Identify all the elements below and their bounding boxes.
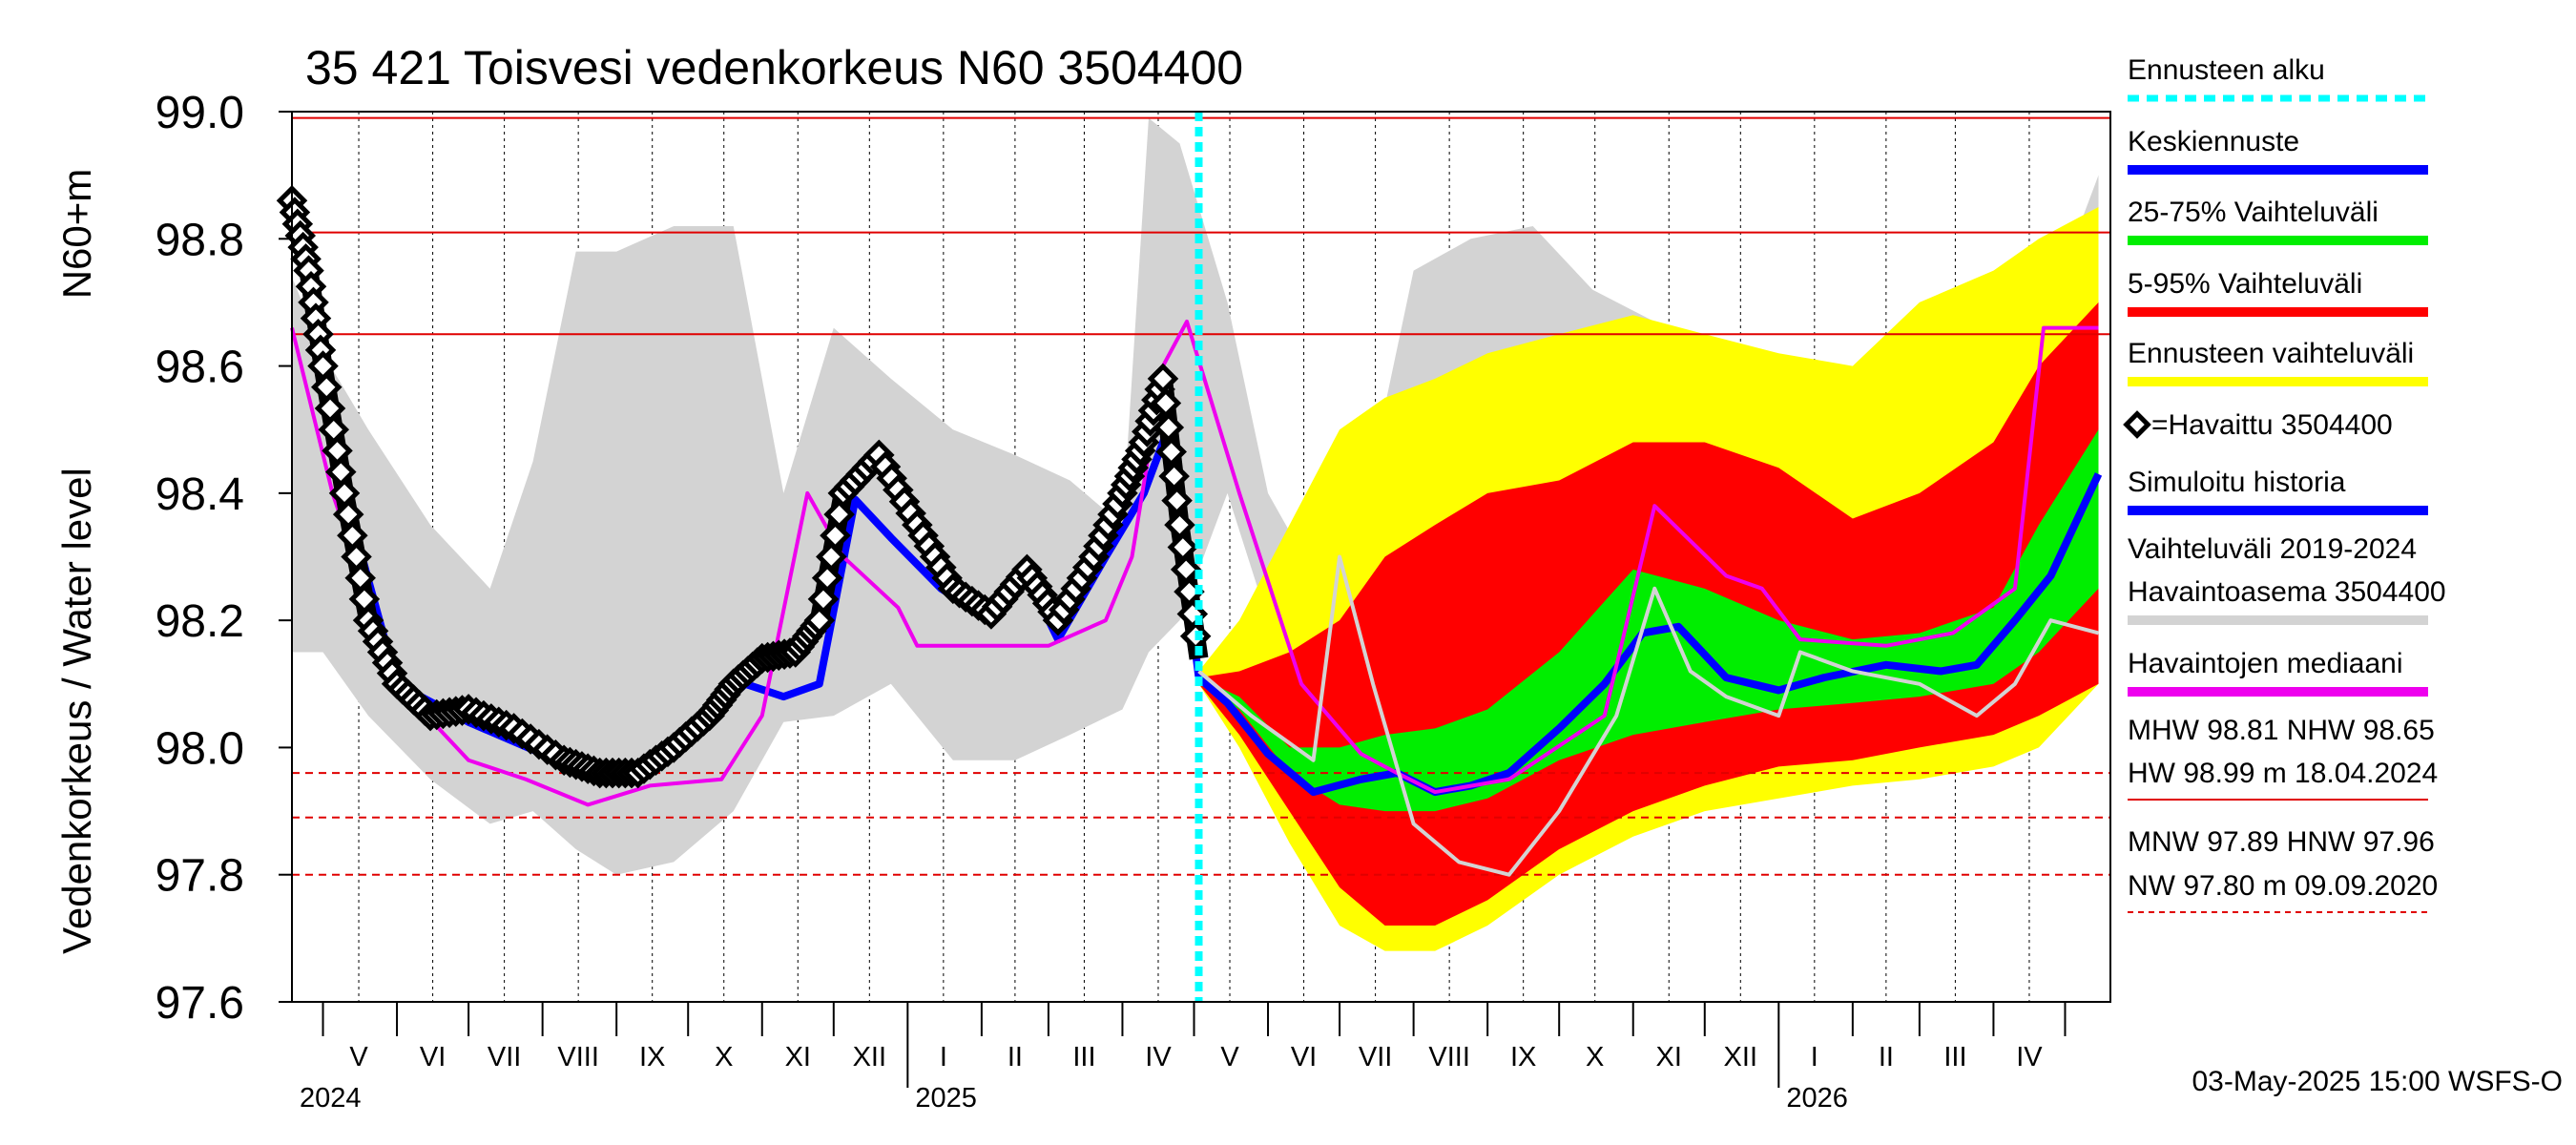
observed-point: [328, 477, 361, 510]
month-label: XII: [853, 1042, 886, 1072]
legend-label: =Havaittu 3504400: [2151, 409, 2393, 441]
legend-label: Havaintoasema 3504400: [2128, 576, 2446, 608]
year-label: 2025: [915, 1083, 977, 1114]
series-line-ensemble-member: [1197, 554, 2100, 877]
observed-point: [807, 583, 840, 615]
legend-label: 25-75% Vaihteluväli: [2128, 197, 2379, 228]
month-label: VIII: [1428, 1042, 1470, 1072]
month-label: XI: [785, 1042, 811, 1072]
month-label: IV: [2016, 1042, 2043, 1072]
month-label: IX: [639, 1042, 665, 1072]
legend-label: 5-95% Vaihteluväli: [2128, 268, 2362, 300]
observed-point: [1147, 363, 1179, 395]
legend-label: Simuloitu historia: [2128, 467, 2346, 498]
legend: Ennusteen alku Keskiennuste 25-75% Vaihtel…: [2123, 54, 2446, 913]
observed-point: [1158, 460, 1190, 492]
y-axis-label: Vedenkorkeus / Water level: [54, 468, 99, 954]
y-tick-label: 99.0: [156, 88, 244, 138]
year-label: 2024: [300, 1083, 362, 1114]
plot-area: [276, 112, 2110, 1002]
legend-label: Vaihteluväli 2019-2024: [2128, 533, 2417, 565]
footer-timestamp: 03-May-2025 15:00 WSFS-O: [2192, 1066, 2564, 1097]
observed-point: [1170, 553, 1202, 586]
observed-point: [816, 541, 847, 572]
observed-point: [823, 498, 855, 531]
month-label: V: [1220, 1042, 1239, 1072]
series-line-keskiennuste: [1195, 472, 2103, 797]
observed-point: [1150, 387, 1182, 419]
month-label: VIII: [557, 1042, 599, 1072]
observed-point: [1161, 485, 1193, 516]
y-tick-label: 98.2: [156, 596, 244, 647]
observed-point: [337, 520, 368, 552]
observed-point: [322, 435, 353, 467]
legend-label: Keskiennuste: [2128, 126, 2299, 157]
observed-point: [1155, 436, 1187, 468]
month-label: VII: [1359, 1042, 1392, 1072]
y-tick-label: 98.6: [156, 343, 244, 393]
observed-point: [311, 371, 343, 404]
observed-point: [314, 392, 346, 425]
axes: 99.098.898.698.498.298.097.897.6V VI VII VI…: [156, 88, 2111, 1114]
y-tick-label: 98.8: [156, 215, 244, 265]
month-label: XI: [1656, 1042, 1682, 1072]
month-label: IX: [1510, 1042, 1536, 1072]
observed-point: [803, 604, 836, 636]
month-label: II: [1008, 1042, 1023, 1072]
stats-label: MNW 97.89 HNW 97.96: [2128, 826, 2435, 858]
stats-label: MHW 98.81 NHW 98.65: [2128, 715, 2435, 746]
observed-point: [811, 562, 843, 593]
legend-marker-diamond: [2123, 410, 2151, 439]
legend-label: Ennusteen alku: [2128, 54, 2325, 86]
y-axis-unit: N60+m: [54, 169, 99, 300]
month-label: V: [349, 1042, 368, 1072]
observed-point: [325, 456, 357, 488]
month-label: IV: [1145, 1042, 1172, 1072]
y-tick-label: 98.4: [156, 469, 244, 520]
observed-point: [307, 350, 339, 382]
year-label: 2026: [1786, 1083, 1848, 1114]
stats-label: HW 98.99 m 18.04.2024: [2128, 758, 2438, 789]
legend-label: Havaintojen mediaani: [2128, 648, 2403, 679]
observed-point: [1153, 411, 1185, 444]
stats-label: NW 97.80 m 09.09.2020: [2128, 870, 2438, 902]
band-25-75-vaihteluv-li: [1198, 429, 2099, 812]
month-label: XII: [1724, 1042, 1757, 1072]
observed-point: [820, 520, 851, 552]
y-tick-label: 98.0: [156, 723, 244, 774]
observed-point: [1167, 531, 1199, 563]
observed-point: [344, 562, 376, 593]
chart-title: 35 421 Toisvesi vedenkorkeus N60 3504400: [305, 41, 1243, 94]
legend-label: Ennusteen vaihteluväli: [2128, 338, 2414, 369]
observed-point: [318, 413, 350, 446]
plot-frame: [291, 111, 2111, 1003]
observed-point: [341, 541, 372, 572]
month-label: X: [1586, 1042, 1604, 1072]
y-tick-label: 97.8: [156, 851, 244, 902]
month-label: I: [940, 1042, 947, 1072]
month-label: VI: [420, 1042, 446, 1072]
month-label: III: [1072, 1042, 1095, 1072]
observed-point: [348, 583, 381, 615]
month-label: X: [715, 1042, 733, 1072]
month-label: VII: [488, 1042, 521, 1072]
month-label: VI: [1291, 1042, 1317, 1072]
month-label: I: [1811, 1042, 1818, 1072]
y-tick-label: 97.6: [156, 978, 244, 1029]
observed-point: [332, 498, 364, 531]
month-label: III: [1943, 1042, 1966, 1072]
month-label: II: [1879, 1042, 1894, 1072]
observed-point: [1164, 509, 1195, 541]
